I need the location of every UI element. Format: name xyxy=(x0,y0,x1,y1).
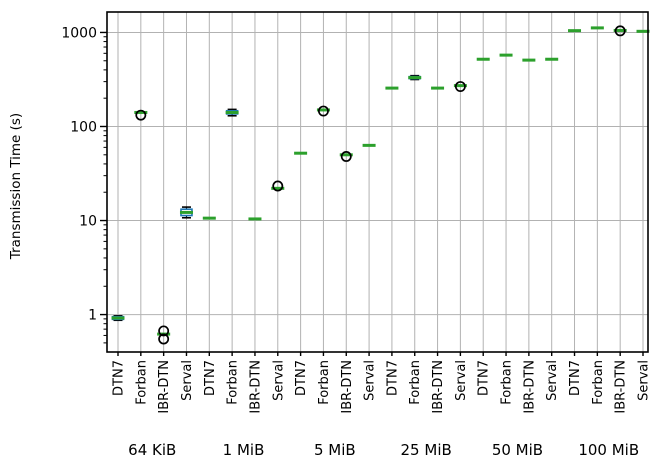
y-tick-label: 1000 xyxy=(61,25,97,41)
x-tick-label: Forban xyxy=(591,360,606,405)
box-5-mib-ibr-dtn xyxy=(339,151,353,162)
x-tick-label: Forban xyxy=(500,360,515,405)
group-label: 1 MiB xyxy=(223,441,265,459)
x-tick-label: Serval xyxy=(545,360,560,401)
box-1-mib-forban xyxy=(225,108,239,117)
flier-circle xyxy=(135,109,147,121)
x-tick-label: Forban xyxy=(317,360,332,405)
x-tick-label: DTN7 xyxy=(294,360,309,396)
group-label: 25 MiB xyxy=(401,441,452,459)
group-label: 50 MiB xyxy=(492,441,543,459)
y-tick-label: 1 xyxy=(88,308,97,324)
group-label: 5 MiB xyxy=(314,441,356,459)
axes xyxy=(100,11,649,356)
y-tick-label: 10 xyxy=(79,214,97,230)
x-tick-label: IBR-DTN xyxy=(431,360,446,414)
box-5-mib-forban xyxy=(316,105,330,117)
flier-circle xyxy=(340,151,352,162)
x-tick-label: Serval xyxy=(363,360,378,401)
flier-circle xyxy=(158,325,170,337)
box-64-kib-dtn7 xyxy=(111,315,125,322)
box-1-mib-serval xyxy=(271,180,285,192)
x-tick-label: Forban xyxy=(134,360,149,405)
x-tick-label: DTN7 xyxy=(112,360,127,396)
x-tick-label: IBR-DTN xyxy=(340,360,355,414)
flier-circle xyxy=(158,333,170,345)
x-tick-label: DTN7 xyxy=(203,360,218,396)
x-tick-label: DTN7 xyxy=(568,360,583,396)
box-64-kib-serval xyxy=(179,206,193,219)
y-tick-label: 100 xyxy=(70,119,97,135)
x-tick-label: DTN7 xyxy=(477,360,492,396)
flier-circle xyxy=(614,25,626,37)
x-tick-label: Serval xyxy=(271,360,286,401)
flier-circle xyxy=(317,105,329,117)
x-tick-label: IBR-DTN xyxy=(614,360,629,414)
plot-border xyxy=(106,11,649,353)
flier-circle xyxy=(454,81,466,92)
tick-labels: 1 10 100 1000 DTN7 Forban IBR-DTN Serval DTN7 For… xyxy=(61,25,651,459)
x-tick-label: Serval xyxy=(637,360,652,401)
y-axis-label: Transmission Time (s) xyxy=(8,113,24,260)
x-tick-label: IBR-DTN xyxy=(157,360,172,414)
box-100-mib-ibr-dtn xyxy=(613,25,627,37)
x-tick-label: IBR-DTN xyxy=(522,360,537,414)
box-64-kib-forban xyxy=(134,109,148,121)
group-label: 100 MiB xyxy=(578,441,639,459)
x-tick-label: Serval xyxy=(454,360,469,401)
box-64-kib-ibr-dtn xyxy=(157,325,171,345)
x-tick-label: Serval xyxy=(180,360,195,401)
x-tick-label: DTN7 xyxy=(385,360,400,396)
group-label: 64 KiB xyxy=(128,441,176,459)
box-25-mib-forban xyxy=(408,74,422,81)
x-tick-label: IBR-DTN xyxy=(248,360,263,414)
box-25-mib-serval xyxy=(453,81,467,92)
x-tick-label: Forban xyxy=(408,360,423,405)
gridlines xyxy=(107,12,648,352)
flier-circle xyxy=(272,180,284,192)
data-marks xyxy=(111,25,650,345)
x-tick-label: Forban xyxy=(226,360,241,405)
